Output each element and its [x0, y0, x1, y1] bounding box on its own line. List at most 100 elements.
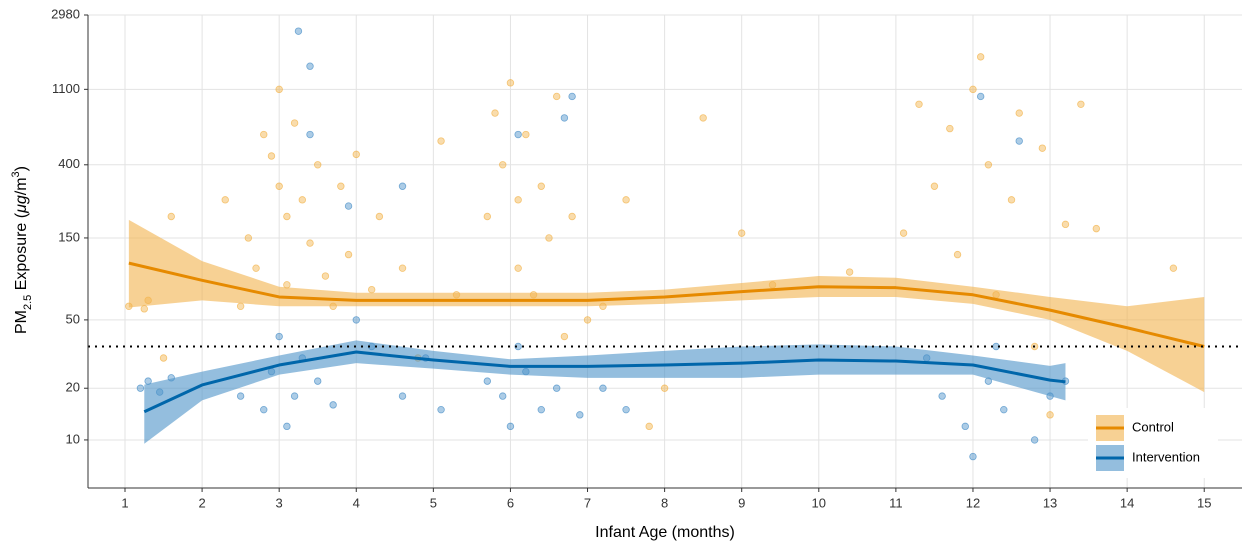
x-axis-title: Infant Age (months) [595, 524, 735, 541]
x-tick-label: 8 [661, 495, 668, 510]
x-tick-label: 7 [584, 495, 591, 510]
data-point [398, 264, 407, 272]
x-tick-label: 1 [121, 495, 128, 510]
data-point [660, 384, 669, 392]
y-tick-label: 10 [66, 431, 80, 446]
data-point [738, 229, 746, 237]
data-point [437, 405, 445, 414]
data-point [267, 152, 276, 160]
data-point [306, 62, 314, 70]
y-tick-label: 150 [58, 229, 80, 244]
confidence-ribbon [128, 219, 1205, 393]
data-point [321, 272, 330, 280]
data-point [252, 264, 260, 272]
data-point [159, 354, 168, 362]
data-point [294, 27, 303, 35]
data-point [984, 161, 993, 169]
data-point [344, 250, 353, 259]
data-point [969, 85, 977, 94]
y-axis-title-part: PM [13, 310, 30, 334]
data-point [514, 264, 522, 272]
x-tick-label: 2 [198, 495, 205, 510]
data-point [961, 422, 969, 431]
data-point [136, 384, 145, 392]
y-axis-title-part: 3 [10, 171, 22, 177]
data-point [622, 196, 630, 204]
data-point [552, 384, 561, 392]
confidence-ribbon [144, 340, 1066, 444]
x-tick-label: 10 [812, 495, 826, 510]
data-point [221, 196, 229, 204]
x-tick-label: 3 [276, 495, 283, 510]
x-tick-label: 11 [889, 495, 903, 510]
y-axis-title-part: Exposure ( [13, 212, 30, 294]
data-point [275, 332, 283, 341]
data-point [437, 137, 445, 145]
y-axis-title-part: ) [13, 166, 30, 171]
data-point [499, 161, 507, 169]
data-point [283, 422, 291, 431]
data-point [314, 377, 322, 385]
data-point [976, 53, 985, 61]
y-tick-label: 20 [66, 380, 80, 395]
y-axis-title: PM2.5 Exposure (μg/m3) [10, 166, 34, 334]
data-point [976, 92, 985, 101]
data-point [314, 161, 322, 169]
data-point [1092, 224, 1101, 233]
data-point [699, 114, 707, 122]
data-point [367, 285, 376, 294]
data-point [275, 85, 283, 94]
data-point [344, 202, 353, 210]
legend-label: Intervention [1132, 449, 1200, 464]
data-point [483, 377, 492, 385]
data-point [290, 392, 299, 400]
data-point [1077, 100, 1085, 109]
data-point [930, 182, 939, 190]
x-tick-label: 6 [507, 495, 514, 510]
data-point [537, 182, 545, 190]
data-point [375, 212, 384, 221]
x-tick-label: 13 [1043, 495, 1057, 510]
data-point [560, 332, 569, 341]
data-point [337, 182, 345, 190]
data-point [545, 234, 553, 242]
data-point [1169, 264, 1178, 272]
data-point [398, 392, 407, 400]
data-point [306, 239, 314, 247]
data-point [483, 212, 492, 221]
fit-line [128, 261, 1205, 348]
x-tick-label: 15 [1197, 495, 1211, 510]
data-point [514, 196, 522, 204]
y-axis-title-part: 2.5 [22, 295, 34, 310]
data-point [514, 130, 522, 139]
x-tick-label: 14 [1120, 495, 1134, 510]
data-point [622, 405, 630, 414]
legend-label: Control [1132, 419, 1174, 434]
data-point [1007, 196, 1016, 204]
y-axis-title-part: /m [13, 177, 30, 195]
data-point [969, 452, 977, 461]
data-point [576, 411, 584, 419]
data-point [260, 130, 268, 139]
data-point [560, 114, 569, 122]
data-point [1061, 220, 1070, 229]
data-point [645, 422, 653, 431]
data-point [552, 92, 561, 101]
data-point [537, 405, 545, 414]
data-point [1015, 137, 1023, 145]
data-point [568, 212, 576, 221]
data-point [1000, 405, 1008, 414]
x-tick-label: 9 [738, 495, 745, 510]
y-tick-label: 1100 [52, 81, 80, 96]
data-point [514, 342, 522, 351]
data-point [845, 268, 854, 276]
data-point [298, 196, 307, 204]
data-point [946, 124, 954, 133]
y-tick-label: 2980 [51, 6, 80, 21]
x-tick-label: 5 [430, 495, 437, 510]
data-point [1046, 411, 1054, 419]
data-point [506, 422, 515, 431]
y-tick-label: 400 [58, 156, 80, 171]
data-point [140, 305, 148, 313]
